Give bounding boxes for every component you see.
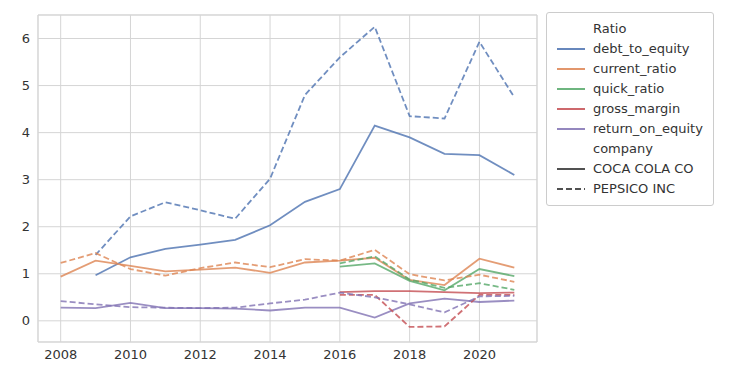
svg-text:2012: 2012 — [184, 347, 217, 362]
svg-text:2008: 2008 — [44, 347, 77, 362]
html-text:return_on_equity: return_on_equity — [593, 121, 703, 136]
html-text:debt_to_equity: debt_to_equity — [593, 41, 690, 56]
svg-text:2020: 2020 — [463, 347, 496, 362]
svg-text:4: 4 — [22, 125, 30, 140]
svg-text:3: 3 — [22, 172, 30, 187]
html-text:PEPSICO INC: PEPSICO INC — [593, 181, 676, 196]
svg-text:0: 0 — [22, 313, 30, 328]
svg-text:2: 2 — [22, 219, 30, 234]
html-text:quick_ratio: quick_ratio — [593, 81, 665, 96]
svg-text:1: 1 — [22, 266, 30, 281]
svg-text:5: 5 — [22, 78, 30, 93]
svg-text:2010: 2010 — [114, 347, 147, 362]
svg-text:2014: 2014 — [254, 347, 287, 362]
html-text:COCA COLA CO: COCA COLA CO — [593, 161, 694, 176]
html-text:Ratio: Ratio — [593, 21, 627, 36]
svg-text:2018: 2018 — [393, 347, 426, 362]
html-text:gross_margin: gross_margin — [593, 101, 681, 116]
html-text:company: company — [593, 141, 653, 156]
svg-text:6: 6 — [22, 31, 30, 46]
html-text:current_ratio: current_ratio — [593, 61, 677, 76]
svg-text:2016: 2016 — [323, 347, 356, 362]
